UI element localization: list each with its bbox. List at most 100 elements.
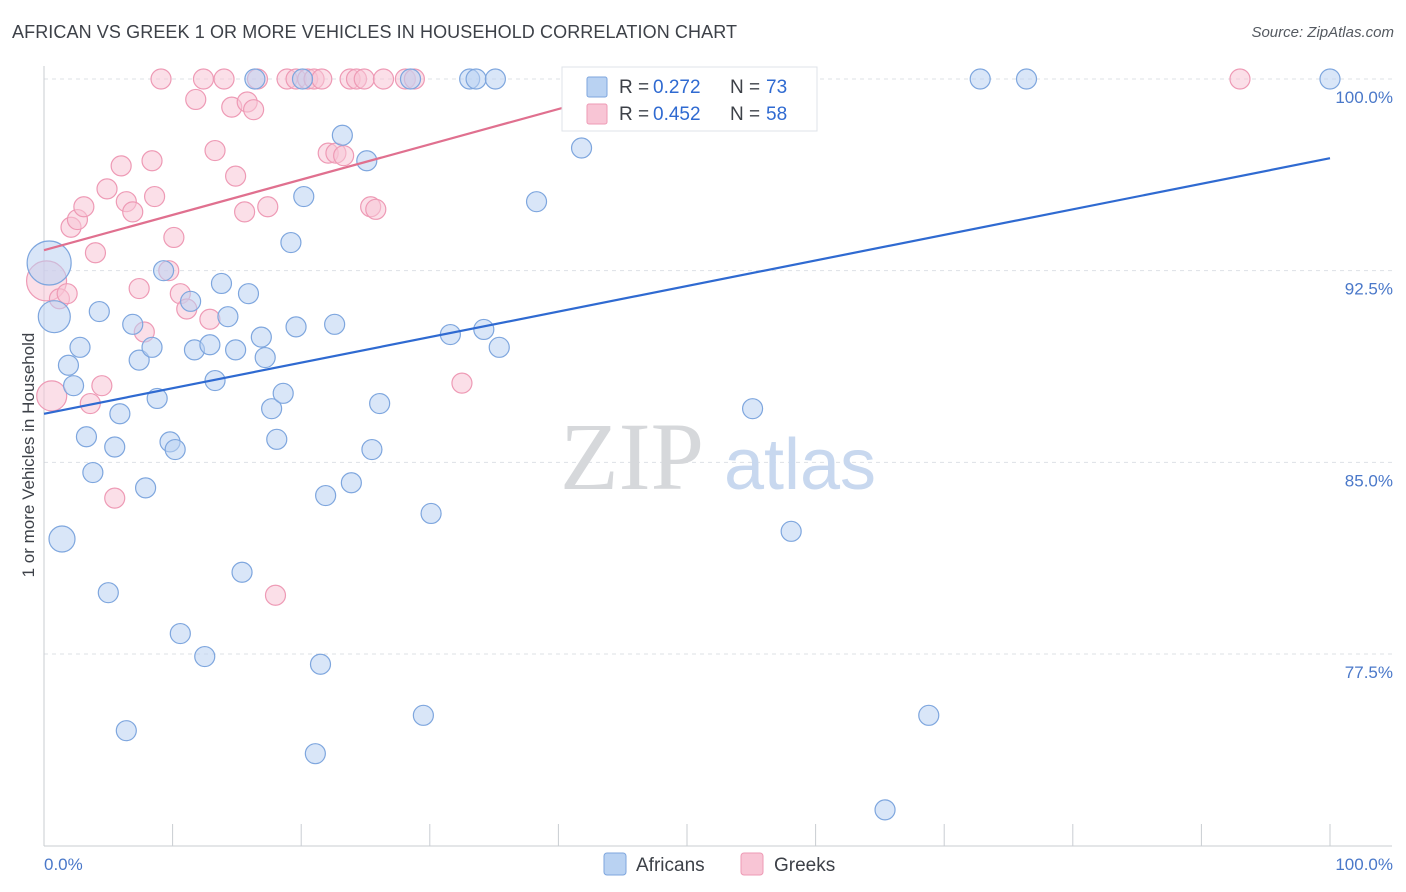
- legend-swatch-africans: [586, 76, 608, 98]
- africans-point: [293, 185, 315, 208]
- greeks-point: [372, 68, 395, 90]
- africans-point: [152, 260, 175, 282]
- africans-point: [285, 316, 307, 338]
- legend-africans-r-value: 0.272: [653, 77, 701, 98]
- series-legend-swatch-africans: [603, 852, 627, 876]
- africans-point: [1319, 68, 1341, 90]
- legend-greeks-r-label: R =: [619, 104, 654, 125]
- africans-point: [104, 436, 126, 458]
- africans-point: [266, 428, 288, 450]
- greeks-point: [311, 68, 333, 90]
- africans-point: [315, 484, 337, 507]
- africans-point: [525, 191, 548, 213]
- africans-point: [291, 68, 314, 90]
- x-tick-label-min: 0.0%: [44, 855, 83, 874]
- series-legend-label-africans: Africans: [636, 855, 705, 876]
- africans-point: [128, 349, 150, 371]
- africans-point: [69, 336, 91, 358]
- legend-greeks-r-value: 0.452: [653, 104, 701, 125]
- africans-point: [969, 68, 991, 90]
- y-tick-labels: 77.5% 85.0% 92.5% 100.0%: [1335, 88, 1393, 682]
- greeks-point: [199, 308, 221, 330]
- africans-point: [134, 477, 157, 499]
- greeks-point: [192, 68, 215, 90]
- legend-greeks-n-value: 58: [766, 104, 787, 125]
- africans-point: [369, 392, 391, 415]
- africans-point: [109, 403, 131, 425]
- greeks-point: [333, 145, 355, 167]
- africans-point: [244, 68, 266, 90]
- africans-point: [1015, 68, 1038, 90]
- greeks-point: [73, 196, 95, 218]
- africans-point: [780, 520, 802, 542]
- africans-point: [225, 339, 247, 361]
- africans-point: [309, 653, 332, 675]
- africans-point: [199, 334, 221, 356]
- greeks-point: [257, 196, 279, 218]
- africans-point: [412, 704, 434, 726]
- africans-point: [88, 300, 110, 323]
- greeks-point: [56, 283, 78, 305]
- africans-point: [570, 137, 593, 159]
- africans-point: [250, 326, 272, 348]
- africans-point: [57, 354, 80, 376]
- greeks-point: [365, 198, 387, 220]
- africans-trend-line: [43, 157, 1331, 415]
- africans-point: [304, 743, 326, 765]
- series-legend-swatch-greeks: [740, 852, 764, 876]
- greeks-point: [110, 155, 132, 177]
- source-credit: Source: ZipAtlas.com: [1251, 24, 1394, 41]
- greeks-point: [150, 68, 172, 90]
- africans-point: [465, 68, 487, 90]
- africans-point: [237, 283, 260, 305]
- africans-point: [324, 313, 346, 335]
- greeks-point: [225, 165, 247, 187]
- legend-swatch-greeks: [586, 103, 608, 125]
- greeks-point: [451, 372, 473, 394]
- africans-point: [340, 472, 362, 494]
- greeks-point: [213, 68, 235, 90]
- x-tick-label-max: 100.0%: [1335, 855, 1393, 874]
- africans-point: [254, 346, 276, 369]
- greeks-point: [36, 380, 68, 412]
- africans-point: [280, 231, 302, 254]
- greeks-point: [141, 150, 163, 172]
- axes: [43, 66, 1392, 847]
- africans-point: [484, 68, 506, 90]
- africans-point: [331, 124, 353, 146]
- africans-point: [141, 336, 163, 358]
- greeks-point: [143, 185, 166, 208]
- legend-africans-n-label: N =: [730, 77, 765, 98]
- series-legend-label-greeks: Greeks: [774, 855, 835, 876]
- greeks-point: [91, 375, 113, 397]
- chart-title: AFRICAN VS GREEK 1 OR MORE VEHICLES IN H…: [12, 22, 738, 42]
- africans-point: [272, 382, 294, 404]
- greeks-point: [243, 99, 265, 121]
- watermark-atlas: atlas: [724, 425, 876, 505]
- africans-point: [26, 240, 72, 286]
- africans-point: [37, 300, 71, 334]
- africans-point: [741, 398, 764, 420]
- greeks-point: [234, 201, 256, 223]
- watermark-zip: ZIP: [560, 403, 704, 510]
- africans-point: [399, 68, 422, 90]
- africans-point: [122, 313, 144, 335]
- y-tick-label: 85.0%: [1345, 471, 1393, 490]
- legend-africans-n-value: 73: [766, 77, 787, 98]
- africans-point: [97, 582, 119, 604]
- y-tick-label: 92.5%: [1345, 280, 1393, 299]
- africans-point: [217, 306, 239, 328]
- y-tick-label: 77.5%: [1345, 663, 1393, 682]
- greeks-point: [104, 487, 126, 509]
- greeks-point: [96, 178, 118, 200]
- series-legend: Africans Greeks: [603, 852, 835, 876]
- legend-greeks-n-label: N =: [730, 104, 765, 125]
- africans-point: [75, 426, 98, 448]
- africans-point: [48, 525, 76, 553]
- africans-point: [82, 461, 104, 484]
- y-tick-label: 100.0%: [1335, 88, 1393, 107]
- africans-point: [874, 799, 896, 821]
- greeks-point: [185, 88, 207, 111]
- greeks-point: [1229, 68, 1251, 90]
